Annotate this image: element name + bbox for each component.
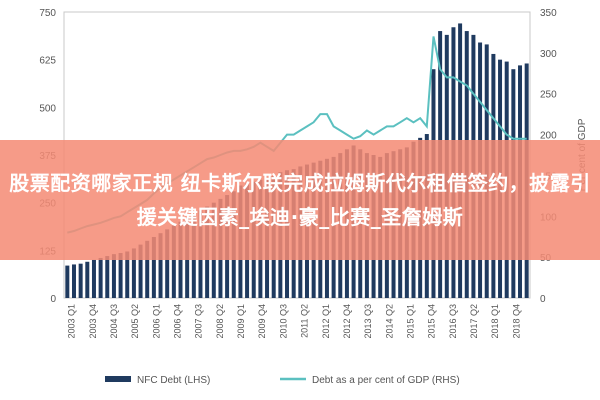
bar	[138, 244, 143, 298]
x-tick-label: 2012 Q1	[321, 304, 331, 339]
x-tick-label: 2015 Q1	[406, 304, 416, 339]
x-tick-label: 2009 Q1	[236, 304, 246, 339]
left-tick-label: 500	[39, 103, 56, 114]
x-tick-label: 2009 Q4	[257, 304, 267, 339]
left-tick-label: 0	[50, 294, 56, 305]
x-tick-label: 2007 Q3	[194, 304, 204, 339]
x-tick-label: 2013 Q3	[363, 304, 373, 339]
bar	[91, 259, 96, 298]
right-tick-label: 300	[540, 49, 557, 60]
legend-label: Debt as a per cent of GDP (RHS)	[312, 375, 460, 386]
bar	[71, 264, 76, 298]
x-tick-label: 2017 Q2	[469, 304, 479, 339]
bar	[131, 248, 136, 298]
headline-text: 股票配资哪家正规 纽卡斯尔联完成拉姆斯代尔租借签约，披露引援关键因素_埃迪·豪_…	[9, 171, 591, 229]
bar	[65, 265, 70, 298]
right-tick-label: 250	[540, 90, 557, 101]
bar	[98, 257, 103, 298]
left-tick-label: 750	[39, 8, 56, 19]
x-tick-label: 2008 Q2	[215, 304, 225, 339]
x-tick-label: 2015 Q4	[427, 304, 437, 339]
x-tick-label: 2003 Q4	[88, 304, 98, 339]
x-tick-label: 2014 Q2	[384, 304, 394, 339]
x-tick-label: 2011 Q2	[300, 304, 310, 338]
bar	[85, 261, 90, 298]
x-tick-label: 2010 Q3	[278, 304, 288, 339]
legend: NFC Debt (LHS) Debt as a per cent of GDP …	[105, 375, 460, 386]
bar	[78, 263, 83, 298]
x-tick-label: 2003 Q1	[67, 304, 77, 339]
bar	[145, 240, 150, 298]
x-tick-label: 2018 Q4	[511, 304, 521, 339]
x-tick-label: 2012 Q4	[342, 304, 352, 339]
right-tick-label: 0	[540, 294, 546, 305]
x-tick-label: 2004 Q3	[109, 304, 119, 339]
x-tick-label: 2018 Q1	[490, 304, 500, 339]
bar	[105, 256, 110, 298]
x-tick-label: 2006 Q1	[151, 304, 161, 339]
bar	[151, 236, 156, 298]
bar	[125, 251, 130, 298]
legend-swatch-bar	[105, 376, 131, 382]
x-tick-label: 2006 Q4	[173, 304, 183, 339]
bar	[118, 253, 123, 298]
right-tick-label: 350	[540, 8, 557, 19]
legend-label: NFC Debt (LHS)	[137, 375, 210, 386]
x-axis: 2003 Q1 2003 Q4 2004 Q3 2005 Q2 2006 Q1 2006 …	[67, 304, 522, 339]
headline-banner: 股票配资哪家正规 纽卡斯尔联完成拉姆斯代尔租借签约，披露引援关键因素_埃迪·豪_…	[0, 140, 600, 260]
right-tick-label: 200	[540, 131, 557, 142]
bar	[165, 229, 170, 298]
left-tick-label: 625	[39, 56, 56, 67]
x-tick-label: 2016 Q3	[448, 304, 458, 339]
x-tick-label: 2005 Q2	[130, 304, 140, 339]
bar	[171, 225, 176, 298]
bar	[158, 233, 163, 298]
bar	[111, 254, 116, 298]
